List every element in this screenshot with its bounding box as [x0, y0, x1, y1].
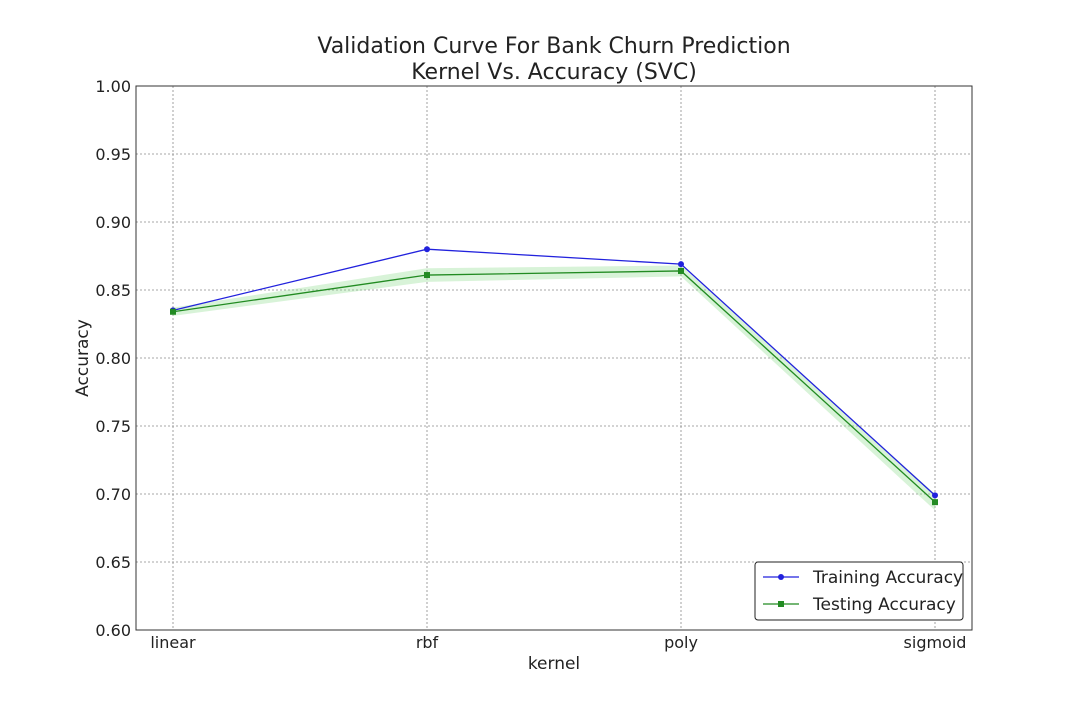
- y-tick-label: 0.90: [95, 213, 131, 232]
- y-tick-label: 1.00: [95, 77, 131, 96]
- data-point-series-0-rbf: [424, 246, 430, 253]
- data-point-series-1-rbf: [424, 272, 430, 279]
- y-axis-label: Accuracy: [73, 319, 93, 397]
- x-tick-label-sigmoid: sigmoid: [904, 633, 967, 652]
- data-point-series-0-poly: [678, 261, 684, 268]
- y-tick-labels: 0.60 0.65 0.70 0.75 0.80 0.85 0.90 0.95 1.00: [95, 77, 131, 640]
- series-markers: [170, 246, 938, 506]
- chart-title: Validation Curve For Bank Churn Predicti…: [317, 34, 790, 59]
- y-tick-label: 0.95: [95, 145, 131, 164]
- legend: Training Accuracy Testing Accuracy: [754, 561, 964, 621]
- legend-entry-testing: Testing Accuracy: [763, 595, 956, 615]
- legend-marker-training: [778, 574, 784, 580]
- data-point-series-1-linear: [170, 308, 176, 315]
- y-tick-label: 0.80: [95, 349, 131, 368]
- y-tick-label: 0.65: [95, 553, 131, 572]
- series-lines: [172, 248, 936, 503]
- x-tick-label-rbf: rbf: [416, 633, 439, 652]
- series-line-0: [172, 248, 936, 496]
- x-axis-label: kernel: [528, 654, 580, 674]
- legend-label-testing: Testing Accuracy: [812, 595, 956, 615]
- confidence-band-series-1: [173, 265, 935, 511]
- grid: [136, 85, 972, 631]
- data-point-series-1-poly: [678, 267, 684, 274]
- x-tick-label-linear: linear: [150, 633, 196, 652]
- y-tick-label: 0.75: [95, 417, 131, 436]
- y-tick-label: 0.85: [95, 281, 131, 300]
- x-tick-labels: linear rbf poly sigmoid: [150, 633, 966, 652]
- chart-subtitle: Kernel Vs. Accuracy (SVC): [411, 60, 697, 85]
- legend-box: [754, 561, 964, 621]
- confidence-bands: [173, 265, 935, 511]
- series-line-1: [172, 270, 936, 503]
- legend-marker-testing: [778, 601, 784, 607]
- y-tick-label: 0.60: [95, 621, 131, 640]
- x-tick-label-poly: poly: [664, 633, 698, 652]
- data-point-series-1-sigmoid: [932, 499, 938, 506]
- y-tick-label: 0.70: [95, 485, 131, 504]
- legend-label-training: Training Accuracy: [812, 568, 963, 588]
- plot-frame: [135, 85, 973, 631]
- legend-entry-training: Training Accuracy: [763, 568, 963, 588]
- data-point-series-0-sigmoid: [932, 492, 938, 499]
